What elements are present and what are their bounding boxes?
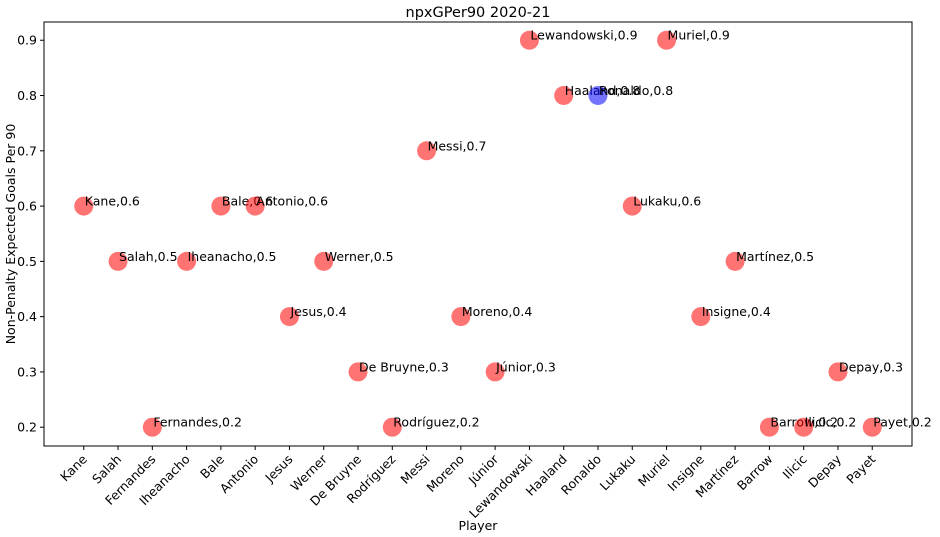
point: [725, 251, 745, 271]
y-tick-label: 0.5: [17, 254, 37, 269]
data-label: De Bruyne,0.3: [359, 359, 449, 374]
x-tick-label: Bale: [197, 451, 227, 481]
point: [519, 30, 539, 50]
point: [622, 196, 642, 216]
point: [691, 307, 711, 327]
x-tick-label: Ilicic: [779, 451, 809, 481]
data-label: Jesus,0.4: [289, 304, 346, 319]
data-label: Fernandes,0.2: [153, 415, 242, 430]
data-label: Júnior,0.3: [495, 359, 556, 374]
data-label: Martínez,0.5: [736, 249, 814, 264]
x-tick-label: Antonio: [217, 452, 262, 497]
point: [382, 417, 402, 437]
data-label: Kane,0.6: [85, 194, 140, 209]
data-label: Lewandowski,0.9: [530, 28, 637, 43]
data-label: Muriel,0.9: [668, 28, 730, 43]
data-label: Werner,0.5: [325, 249, 394, 264]
point: [417, 141, 437, 161]
point: [759, 417, 779, 437]
point: [348, 362, 368, 382]
x-tick-label: Lukaku: [597, 452, 639, 494]
point: [279, 307, 299, 327]
data-label: Rodríguez,0.2: [393, 415, 479, 430]
point: [451, 307, 471, 327]
data-label: Lukaku,0.6: [633, 194, 701, 209]
point: [828, 362, 848, 382]
point: [862, 417, 882, 437]
x-tick-label: Barrow: [734, 452, 776, 494]
y-tick-label: 0.2: [17, 420, 37, 435]
data-label: Antonio,0.6: [256, 194, 328, 209]
y-tick-label: 0.4: [17, 309, 37, 324]
point: [485, 362, 505, 382]
point: [314, 251, 334, 271]
data-label: Ronaldo,0.8: [599, 83, 673, 98]
x-tick-label: Depay: [805, 451, 845, 491]
y-tick-label: 0.8: [17, 88, 37, 103]
x-tick-label: Kane: [57, 451, 90, 484]
point: [74, 196, 94, 216]
point: [177, 251, 197, 271]
y-tick-label: 0.9: [17, 33, 37, 48]
y-axis-label: Non-Penalty Expected Goals Per 90: [3, 124, 18, 345]
data-label: Payet,0.2: [873, 415, 931, 430]
data-label: Ilicic,0.2: [805, 415, 857, 430]
point: [794, 417, 814, 437]
data-label: Insigne,0.4: [702, 304, 771, 319]
chart-title: npxGPer90 2020-21: [406, 5, 551, 21]
point: [245, 196, 265, 216]
data-label: Salah,0.5: [119, 249, 178, 264]
point: [211, 196, 231, 216]
y-tick-label: 0.3: [17, 364, 37, 379]
point: [142, 417, 162, 437]
x-axis-label: Player: [459, 518, 499, 533]
x-tick-label: Moreno: [423, 452, 467, 496]
data-label: Moreno,0.4: [462, 304, 532, 319]
point: [657, 30, 677, 50]
point: [588, 86, 608, 106]
data-label: Iheanacho,0.5: [188, 249, 277, 264]
data-label: Depay,0.3: [839, 359, 903, 374]
x-tick-label: Payet: [843, 451, 878, 486]
y-tick-label: 0.7: [17, 143, 37, 158]
data-label: Messi,0.7: [428, 138, 487, 153]
point: [108, 251, 128, 271]
y-tick-label: 0.6: [17, 199, 37, 214]
plot-frame: [43, 21, 913, 447]
point: [554, 86, 574, 106]
